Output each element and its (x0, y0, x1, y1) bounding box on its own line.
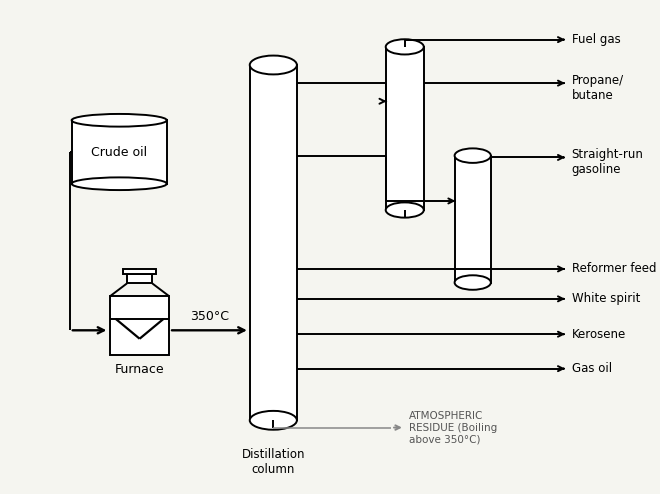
Text: Fuel gas: Fuel gas (572, 33, 620, 46)
Ellipse shape (385, 39, 424, 54)
Ellipse shape (249, 55, 297, 75)
Bar (127, 274, 152, 284)
Ellipse shape (385, 203, 424, 218)
Text: Distillation
column: Distillation column (242, 448, 305, 476)
Text: White spirit: White spirit (572, 292, 640, 305)
Bar (249, 65, 297, 420)
Bar (72, 120, 167, 184)
Bar (110, 296, 169, 355)
Ellipse shape (249, 411, 297, 430)
Text: Kerosene: Kerosene (572, 328, 626, 341)
Text: 350°C: 350°C (190, 310, 229, 323)
Text: Reformer feed: Reformer feed (572, 262, 656, 276)
Text: ATMOSPHERIC
RESIDUE (Boiling
above 350°C): ATMOSPHERIC RESIDUE (Boiling above 350°C… (409, 411, 498, 444)
Text: Furnace: Furnace (115, 363, 164, 376)
Bar (123, 269, 156, 274)
Text: Gas oil: Gas oil (572, 362, 612, 375)
Bar (385, 47, 424, 210)
Ellipse shape (455, 275, 491, 290)
Text: Crude oil: Crude oil (91, 146, 147, 159)
Bar (455, 156, 491, 283)
Ellipse shape (455, 148, 491, 163)
Text: Straight-run
gasoline: Straight-run gasoline (572, 148, 644, 176)
Ellipse shape (72, 177, 167, 190)
Text: Propane/
butane: Propane/ butane (572, 74, 624, 102)
Ellipse shape (72, 114, 167, 126)
